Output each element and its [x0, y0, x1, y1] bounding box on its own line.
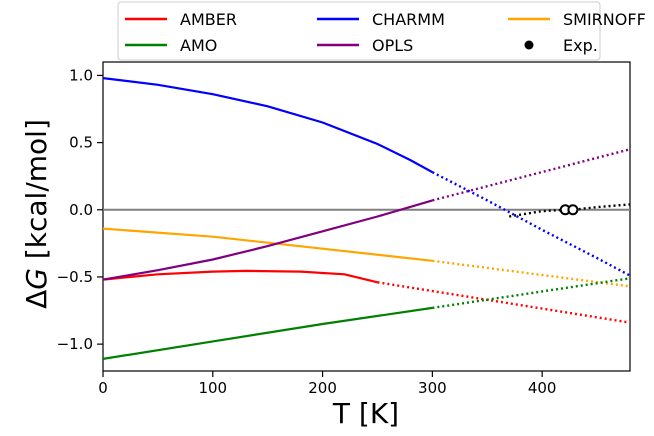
y-tick-label: 1.0 — [69, 66, 93, 84]
series-exp-point-1 — [567, 204, 579, 216]
legend-charmm-label: CHARMM — [372, 10, 445, 29]
series-layer — [103, 77, 630, 360]
y-tick-label: −1.0 — [57, 335, 93, 353]
y-axis-label-delta: Δ — [20, 290, 53, 309]
plot-area: 0 100 200 300 400 −1.0 −0.5 0.0 0.5 1.0 — [57, 61, 631, 397]
y-axis-label-units: [kcal/mol] — [20, 119, 53, 268]
y-axis-label: ΔG [kcal/mol] — [20, 119, 53, 309]
y-tick-label: 0.5 — [69, 134, 93, 152]
x-tick-label: 100 — [198, 379, 227, 397]
x-axis-label: T [K] — [332, 397, 399, 430]
x-tick-label: 400 — [528, 379, 557, 397]
series-opls-extrapolation — [432, 148, 630, 202]
legend-opls-label: OPLS — [372, 36, 413, 55]
series-smirnoff-line — [103, 227, 433, 262]
legend: AMBER CHARMM SMIRNOFF AMO OPLS Exp. — [117, 1, 646, 61]
series-opls-line — [103, 199, 433, 281]
legend-amber-label: AMBER — [180, 10, 237, 29]
series-charmm-extrapolation — [431, 171, 630, 277]
series-amo-extrapolation — [432, 277, 630, 310]
plot-frame — [102, 61, 631, 372]
x-tick-label: 200 — [308, 379, 337, 397]
y-tick-label: 0.0 — [69, 201, 93, 219]
legend-exp-label: Exp. — [563, 36, 598, 55]
y-tick-label: −0.5 — [57, 268, 93, 286]
series-amber-line — [103, 269, 378, 284]
legend-amo-label: AMO — [180, 36, 217, 55]
y-axis-label-variable: G — [20, 268, 53, 290]
axes-layer: 0 100 200 300 400 −1.0 −0.5 0.0 0.5 1.0 — [57, 66, 557, 397]
legend-smirnoff-label: SMIRNOFF — [563, 10, 646, 29]
legend-exp-swatch — [524, 40, 534, 50]
series-charmm-line — [103, 77, 433, 174]
series-amo-line — [103, 306, 433, 360]
x-tick-label: 300 — [418, 379, 447, 397]
x-tick-label: 0 — [98, 379, 108, 397]
legend-frame — [117, 1, 601, 61]
